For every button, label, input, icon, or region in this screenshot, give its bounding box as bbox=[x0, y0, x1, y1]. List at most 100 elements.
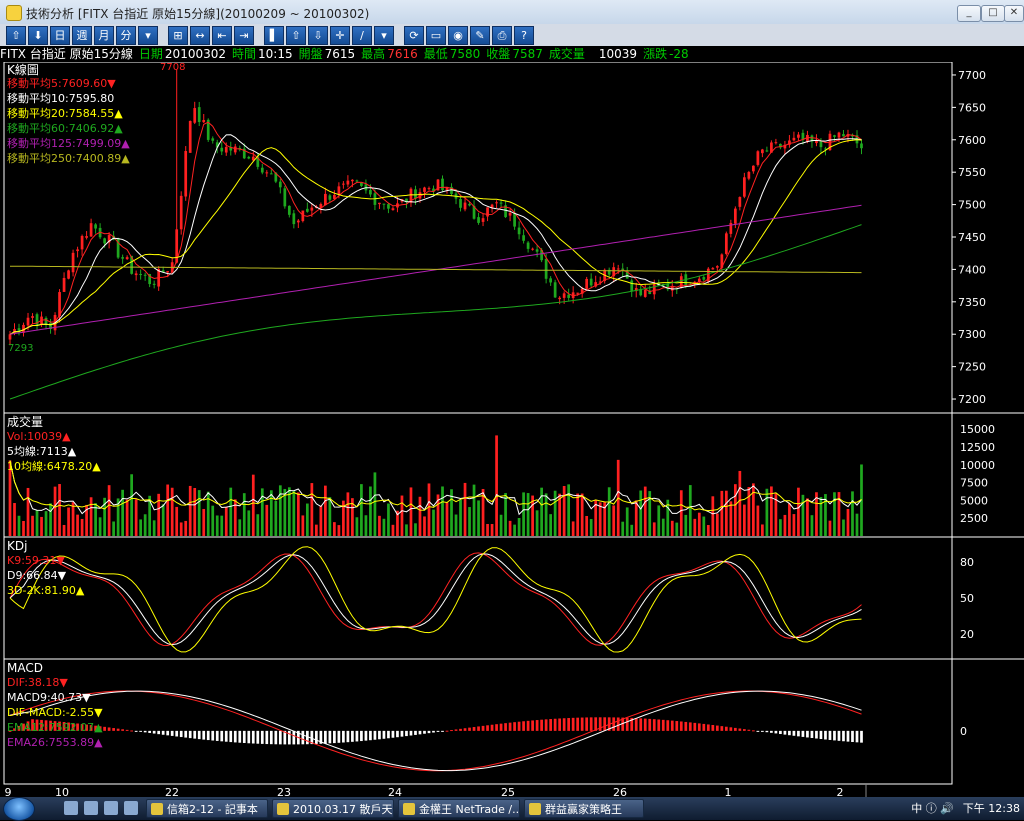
toolbar-button[interactable]: ✎ bbox=[470, 26, 490, 45]
macd-histogram-bar bbox=[625, 717, 629, 731]
legend-entry: 5均線:7113▲ bbox=[7, 444, 77, 458]
volume-bar bbox=[630, 524, 634, 536]
macd-histogram-bar bbox=[765, 730, 769, 733]
candle-body bbox=[283, 188, 287, 207]
volume-bar bbox=[310, 483, 314, 536]
candle-body bbox=[481, 218, 485, 222]
toolbar-button[interactable]: ⇧ bbox=[6, 26, 26, 45]
volume-bar bbox=[301, 515, 305, 536]
volume-bar bbox=[148, 495, 152, 536]
quicklaunch-icon[interactable] bbox=[124, 801, 138, 815]
candle-body bbox=[166, 271, 170, 273]
volume-bar bbox=[67, 507, 70, 536]
candle-body bbox=[589, 278, 593, 286]
vol-ma10-line bbox=[9, 460, 862, 512]
toolbar-button[interactable]: ▌ bbox=[264, 26, 284, 45]
macd-histogram-bar bbox=[139, 730, 143, 732]
volume-bar bbox=[806, 498, 809, 536]
toolbar-button[interactable]: 週 bbox=[72, 26, 92, 45]
toolbar-button[interactable]: ◉ bbox=[448, 26, 468, 45]
toolbar-button[interactable]: ? bbox=[514, 26, 534, 45]
candle-body bbox=[544, 258, 548, 279]
x-axis-label: 9 bbox=[5, 786, 12, 797]
toolbar-button[interactable]: 日 bbox=[50, 26, 70, 45]
toolbar-button[interactable]: ⬇ bbox=[28, 26, 48, 45]
volume-bar bbox=[801, 494, 805, 536]
volume-bar bbox=[788, 503, 791, 536]
toolbar-button[interactable]: ⇧ bbox=[286, 26, 306, 45]
close-button[interactable]: ✕ bbox=[1004, 5, 1024, 22]
volume-bar bbox=[98, 517, 102, 536]
task-label: 2010.03.17 散戶天... bbox=[293, 803, 394, 816]
candle-body bbox=[49, 322, 52, 330]
macd-histogram-bar bbox=[251, 730, 255, 744]
toolbar-button[interactable]: ✛ bbox=[330, 26, 350, 45]
volume-bar bbox=[837, 492, 841, 536]
maximize-button[interactable]: □ bbox=[981, 5, 1005, 22]
macd-histogram-bar bbox=[314, 730, 318, 744]
toolbar-button[interactable]: ▭ bbox=[426, 26, 446, 45]
candle-body bbox=[752, 165, 755, 172]
macd-histogram-bar bbox=[553, 718, 557, 731]
taskbar-task[interactable]: 金權王 NetTrade /... bbox=[398, 799, 520, 818]
toolbar-button[interactable]: ▾ bbox=[374, 26, 394, 45]
clock[interactable]: 下午 12:38 bbox=[962, 802, 1020, 815]
candle-body bbox=[229, 147, 233, 151]
y-tick-label: 7400 bbox=[958, 263, 986, 276]
minimize-button[interactable]: _ bbox=[957, 5, 981, 22]
candle-body bbox=[85, 236, 88, 238]
volume-bar bbox=[139, 519, 143, 536]
system-tray[interactable]: 中 ⓘ 🔊 bbox=[911, 802, 954, 815]
quicklaunch-icon[interactable] bbox=[104, 801, 118, 815]
macd-histogram-bar bbox=[400, 730, 404, 737]
candle-body bbox=[535, 249, 539, 252]
candle-body bbox=[202, 120, 206, 123]
macd-histogram-bar bbox=[67, 722, 70, 731]
candle-body bbox=[549, 278, 552, 283]
macd-histogram-bar bbox=[342, 730, 345, 743]
candle-body bbox=[116, 238, 120, 258]
taskbar-task[interactable]: 2010.03.17 散戶天... bbox=[272, 799, 394, 818]
toolbar-button[interactable]: ⟳ bbox=[404, 26, 424, 45]
macd-histogram-bar bbox=[576, 717, 580, 731]
volume-bar bbox=[333, 522, 336, 536]
volume-bar bbox=[666, 499, 670, 536]
toolbar-button[interactable]: ⇩ bbox=[308, 26, 328, 45]
candle-body bbox=[770, 142, 773, 153]
candle-body bbox=[414, 189, 417, 199]
candle-body bbox=[842, 134, 845, 137]
toolbar-button[interactable]: 月 bbox=[94, 26, 114, 45]
toolbar-button[interactable]: ↔ bbox=[190, 26, 210, 45]
volume-bar bbox=[89, 497, 93, 536]
volume-bar bbox=[652, 522, 656, 536]
volume-bar bbox=[342, 500, 345, 536]
taskbar-task[interactable]: 群益贏家策略王 bbox=[524, 799, 644, 818]
quicklaunch-icon[interactable] bbox=[84, 801, 98, 815]
toolbar-button[interactable]: ⇥ bbox=[234, 26, 254, 45]
macd-histogram-bar bbox=[761, 730, 764, 732]
macd-histogram-bar bbox=[283, 730, 287, 745]
start-button[interactable] bbox=[3, 797, 35, 821]
candle-body bbox=[562, 293, 566, 298]
technical-chart[interactable]: K線圖移動平均5:7609.60▼移動平均10:7595.80移動平均20:75… bbox=[0, 62, 1024, 797]
y-tick-label: 20 bbox=[960, 628, 974, 641]
toolbar-button[interactable]: ⊞ bbox=[168, 26, 188, 45]
toolbar-button[interactable]: ⎙ bbox=[492, 26, 512, 45]
candle-body bbox=[468, 203, 471, 206]
volume-bar bbox=[242, 493, 246, 536]
volume-bar bbox=[414, 523, 417, 536]
volume-bar bbox=[125, 499, 129, 536]
y-tick-label: 7650 bbox=[958, 101, 986, 114]
toolbar-button[interactable]: 分 bbox=[116, 26, 136, 45]
macd-histogram-bar bbox=[819, 730, 823, 740]
candle-body bbox=[801, 132, 805, 140]
candle-body bbox=[360, 182, 363, 186]
volume-bar bbox=[490, 524, 494, 536]
toolbar-button[interactable]: ▾ bbox=[138, 26, 158, 45]
window-titlebar: 技術分析 [FITX 台指近 原始15分線](20100209 ~ 201003… bbox=[0, 0, 1024, 25]
candle-body bbox=[436, 179, 440, 191]
toolbar-button[interactable]: ∕ bbox=[352, 26, 372, 45]
taskbar-task[interactable]: 信箱2-12 - 記事本 bbox=[146, 799, 268, 818]
show-desktop-icon[interactable] bbox=[64, 801, 78, 815]
toolbar-button[interactable]: ⇤ bbox=[212, 26, 232, 45]
